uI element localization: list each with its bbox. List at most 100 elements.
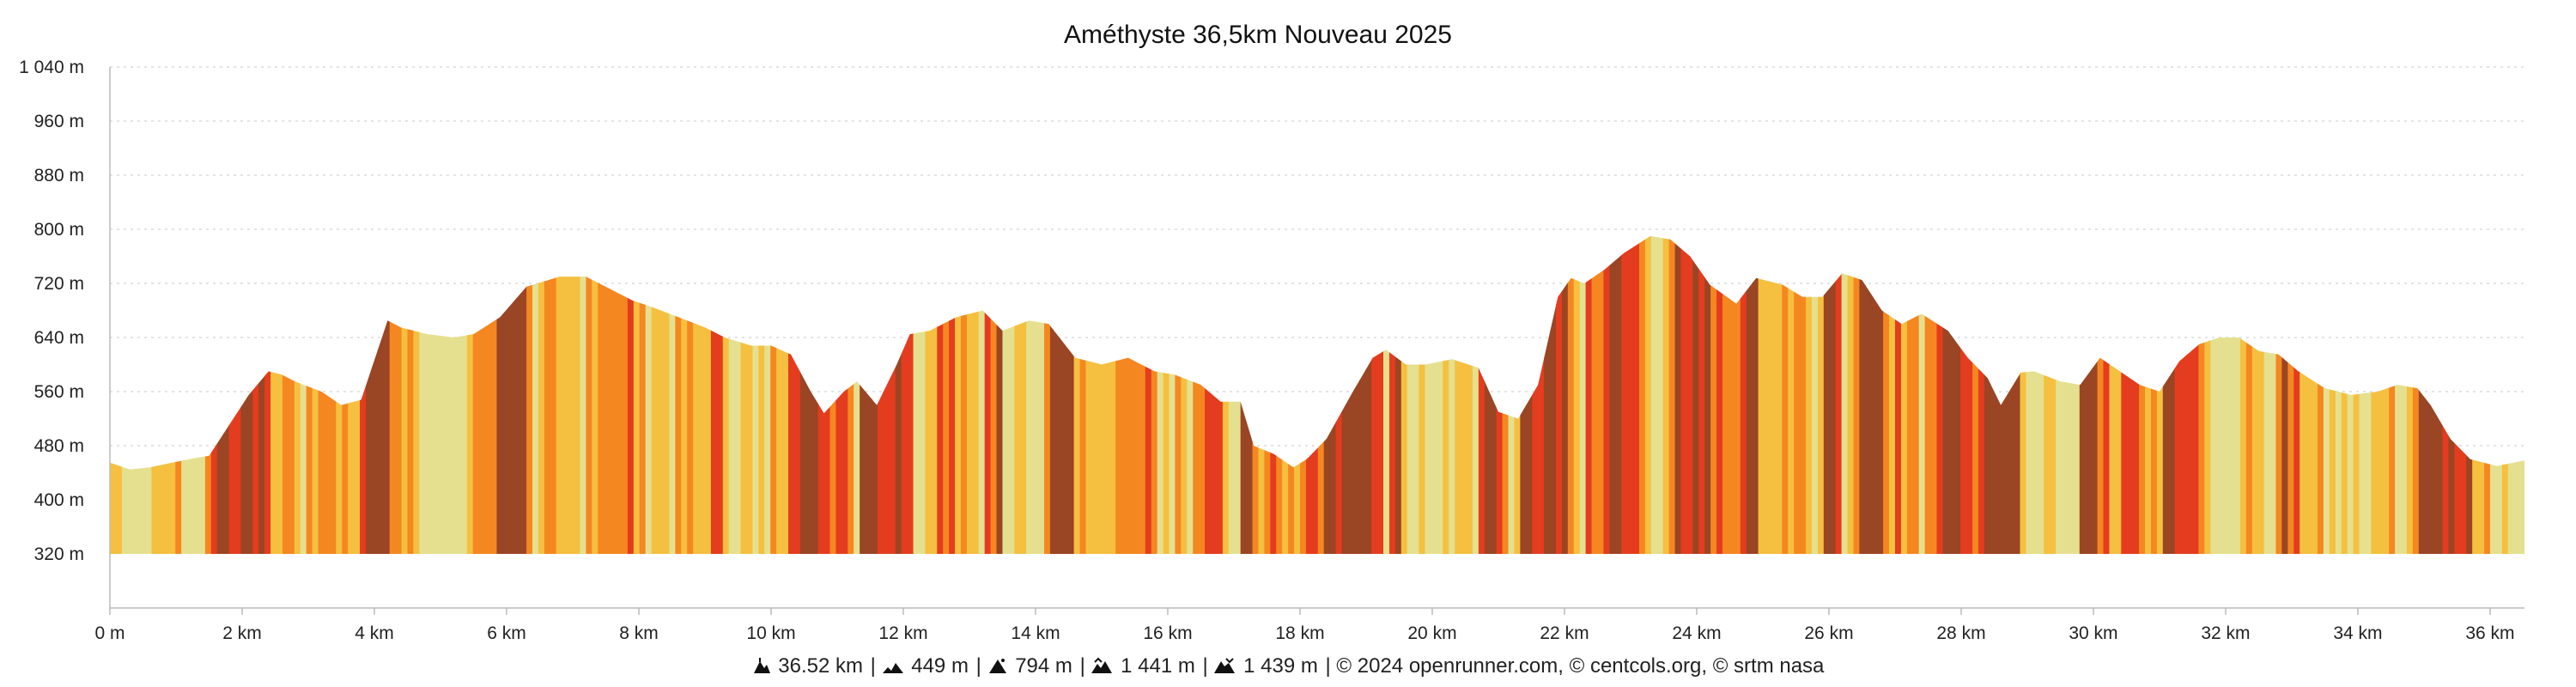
elevation-segment (1894, 235, 1902, 554)
elevation-segment (866, 235, 872, 554)
elevation-segment (1990, 235, 1997, 554)
elevation-segment (1026, 235, 1033, 554)
elevation-segment (2353, 235, 2360, 554)
elevation-segment (330, 235, 337, 554)
elevation-segment (740, 235, 748, 554)
elevation-segment (627, 235, 635, 554)
elevation-segment (258, 235, 265, 554)
elevation-segment (1644, 235, 1652, 554)
elevation-segment (2228, 235, 2235, 554)
elevation-segment (538, 235, 545, 554)
elevation-segment (1377, 235, 1384, 554)
elevation-segment (841, 235, 848, 554)
elevation-segment (799, 235, 807, 554)
elevation-segment (1205, 235, 1212, 554)
elevation-segment (1181, 235, 1188, 554)
elevation-segment (2245, 235, 2253, 554)
elevation-segment (1353, 235, 1360, 554)
elevation-segment (752, 235, 759, 554)
elevation-segment (1371, 235, 1378, 554)
elevation-segment (431, 235, 438, 554)
elevation-segment (1740, 235, 1747, 554)
y-tick-label: 640 m (34, 328, 84, 348)
elevation-segment (1055, 235, 1063, 554)
y-tick-label: 480 m (34, 436, 84, 456)
elevation-segment (336, 235, 343, 554)
elevation-segment (127, 235, 135, 554)
elevation-segment (371, 235, 379, 554)
elevation-segment (1002, 235, 1010, 554)
elevation-segment (1656, 235, 1664, 554)
elevation-segment (1461, 235, 1467, 554)
elevation-segment (216, 235, 224, 554)
elevation-segment (198, 235, 206, 554)
elevation-segment (2495, 235, 2503, 554)
elevation-segment (2222, 235, 2229, 554)
elevation-segment (1365, 235, 1372, 554)
elevation-segment (1115, 235, 1122, 554)
elevation-segment (2418, 235, 2426, 554)
elevation-segment (2121, 235, 2128, 554)
elevation-segment (2192, 235, 2199, 554)
x-tick-label: 26 km (1804, 623, 1853, 643)
elevation-segment (1246, 235, 1254, 554)
elevation-segment (1299, 235, 1307, 554)
elevation-segment (1222, 235, 1230, 554)
elevation-segment (1561, 235, 1569, 554)
elevation-segment (651, 235, 659, 554)
elevation-segment (2145, 235, 2152, 554)
elevation-segment (1853, 235, 1860, 554)
elevation-segment (1538, 235, 1545, 554)
elevation-segment (2038, 235, 2044, 554)
elevation-segment (2251, 235, 2259, 554)
elevation-segment (187, 235, 194, 554)
elevation-segment (193, 235, 200, 554)
elevation-segment (1145, 235, 1152, 554)
elevation-segment (955, 235, 962, 554)
elevation-segment (2460, 235, 2467, 554)
elevation-segment (782, 235, 789, 554)
elevation-segment (1609, 235, 1616, 554)
elevation-segment (2133, 235, 2140, 554)
elevation-segment (2293, 235, 2300, 554)
x-tick-label: 8 km (619, 623, 659, 643)
elevation-segment (2180, 235, 2188, 554)
elevation-segment (145, 235, 153, 554)
elevation-segment (633, 235, 641, 554)
elevation-segment (931, 235, 938, 554)
elevation-segment (2067, 235, 2075, 554)
elevation-segment (872, 235, 878, 554)
elevation-segment (657, 235, 665, 554)
elevation-segment (163, 235, 170, 554)
elevation-segment (2198, 235, 2205, 554)
elevation-segment (1883, 235, 1890, 554)
elevation-segment (2442, 235, 2450, 554)
x-tick-label: 36 km (2465, 623, 2514, 643)
elevation-segment (1079, 235, 1087, 554)
elevation-segment (1073, 235, 1081, 554)
elevation-segment (1388, 235, 1396, 554)
elevation-segment (318, 235, 325, 554)
elevation-segment (1603, 235, 1610, 554)
elevation-segment (354, 235, 361, 554)
elevation-segment (2026, 235, 2032, 554)
elevation-segment (925, 235, 932, 554)
elevation-segment (1359, 235, 1366, 554)
elevation-segment (901, 235, 908, 554)
elevation-segment (2109, 235, 2116, 554)
elevation-segment (348, 235, 355, 554)
elevation-segment (1049, 235, 1057, 554)
elevation-segment (829, 235, 837, 554)
elevation-segment (1978, 235, 1985, 554)
elevation-segment (2097, 235, 2105, 554)
elevation-segment (817, 235, 825, 554)
elevation-segment (610, 235, 617, 554)
elevation-segment (466, 235, 474, 554)
x-tick-label: 12 km (878, 623, 927, 643)
elevation-segment (1032, 235, 1039, 554)
elevation-segment (407, 235, 415, 554)
elevation-segment (1020, 235, 1027, 554)
elevation-segment (2365, 235, 2372, 554)
y-tick-label: 960 m (34, 112, 84, 131)
elevation-segment (693, 235, 700, 554)
